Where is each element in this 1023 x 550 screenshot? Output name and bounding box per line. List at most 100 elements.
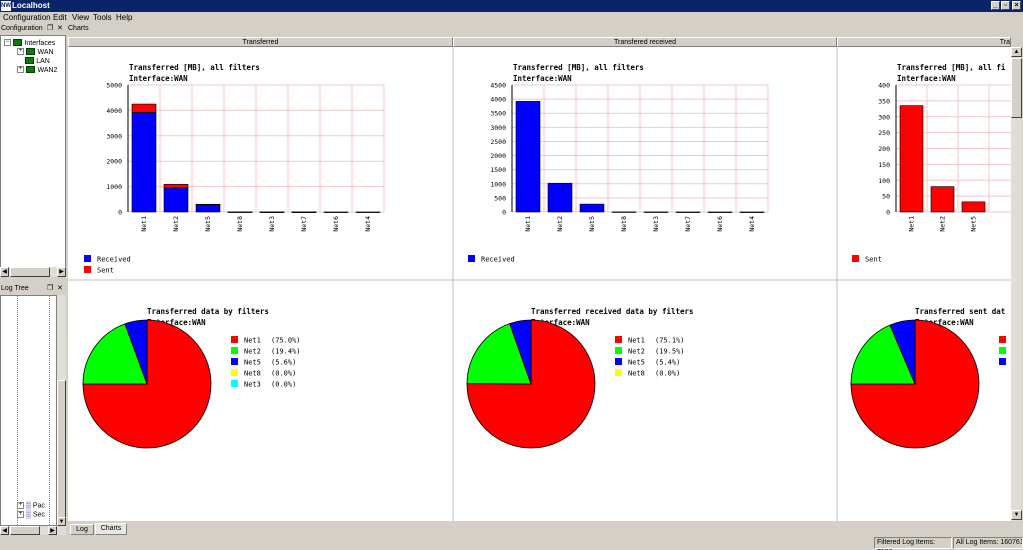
column-header-received[interactable]: Transfered received: [453, 37, 837, 47]
scroll-right-icon[interactable]: ▶: [57, 267, 66, 277]
app-icon: NW: [1, 1, 11, 11]
filter-icon: ▒: [25, 511, 31, 519]
tree-node-label: Pac: [32, 502, 45, 510]
chart-title: Transferred sent dat: [915, 307, 1005, 316]
pie-chart-2: Transferred received data by filters Inte…: [466, 307, 694, 449]
minimize-button[interactable]: _: [991, 1, 1000, 10]
x-tick-label: Net5: [970, 216, 978, 232]
y-tick-label: 4000: [490, 96, 506, 104]
scroll-thumb[interactable]: [57, 380, 66, 520]
menu-configuration[interactable]: Configuration: [3, 13, 51, 22]
pie-slice: [509, 319, 532, 385]
legend-swatch: [231, 369, 238, 376]
close-panel-icon[interactable]: ✕: [57, 285, 63, 292]
collapse-icon[interactable]: −: [4, 39, 11, 47]
legend-label: Net2: [628, 348, 645, 356]
expand-icon[interactable]: +: [17, 66, 24, 74]
configuration-hscrollbar[interactable]: ◀ ▶: [0, 267, 66, 277]
logtree-vscrollbar[interactable]: ▼: [57, 295, 66, 526]
bar: [547, 182, 573, 213]
menu-view[interactable]: View: [72, 13, 90, 22]
status-filtered: Filtered Log Items: 7128: [874, 537, 952, 550]
tree-node-label: LAN: [36, 58, 50, 65]
y-tick-label: 3000: [490, 124, 506, 132]
charts-panel: Charts Transferred Transfered received T…: [67, 24, 1023, 522]
tree-guide-line: [17, 296, 18, 525]
y-tick-label: 300: [878, 113, 890, 121]
x-tick-label: Net1: [524, 216, 532, 232]
scroll-down-icon[interactable]: ▼: [57, 517, 66, 526]
x-tick-label: Net5: [204, 216, 212, 232]
pie-slice: [850, 319, 980, 449]
chart-title: Transferred [MB], all fi: [897, 63, 1006, 72]
pie-chart-1: Transferred data by filters Interface:WAN…: [82, 307, 301, 449]
scroll-left-icon[interactable]: ◀: [0, 526, 9, 535]
column-header-transferred[interactable]: Transferred: [68, 37, 453, 47]
scroll-down-icon[interactable]: ▼: [1011, 510, 1022, 520]
legend-swatch: [615, 347, 622, 354]
logtree-panel-title: Log Tree: [1, 285, 29, 292]
menu-tools[interactable]: Tools: [93, 13, 112, 22]
maximize-button[interactable]: ▫: [1001, 1, 1010, 10]
close-panel-icon[interactable]: ✕: [57, 25, 63, 32]
bar: [707, 211, 733, 213]
pie-slice: [82, 323, 148, 385]
y-tick-label: 1000: [106, 183, 122, 191]
bar: [675, 211, 701, 213]
chart-subtitle: Interface:WAN: [129, 74, 188, 83]
scroll-left-icon[interactable]: ◀: [0, 267, 9, 277]
pie-chart-3: Transferred sent dat Interface:WAN: [850, 307, 1006, 449]
scroll-thumb[interactable]: [1011, 58, 1022, 118]
float-panel-icon[interactable]: ❐: [47, 285, 54, 292]
y-tick-label: 4500: [490, 82, 506, 90]
expand-icon[interactable]: +: [17, 502, 24, 509]
bar: [131, 112, 157, 213]
x-tick-label: Net2: [172, 216, 180, 232]
legend-label: Received: [97, 256, 131, 264]
scroll-thumb[interactable]: [10, 267, 50, 277]
y-tick-label: 2500: [490, 138, 506, 146]
tree-node-label: Sec: [32, 511, 45, 519]
expand-icon[interactable]: +: [17, 511, 24, 518]
bar: [611, 211, 637, 213]
scroll-right-icon[interactable]: ▶: [48, 526, 57, 535]
chart-subtitle: Interface:WAN: [513, 74, 572, 83]
tree-node-interfaces[interactable]: − Interfaces: [4, 38, 55, 47]
charts-vscrollbar[interactable]: ▲ ▼: [1011, 47, 1022, 521]
tab-log[interactable]: Log: [70, 524, 94, 535]
legend-label: Received: [481, 256, 515, 264]
legend-label: Net1: [628, 337, 645, 345]
expand-icon[interactable]: +: [17, 48, 24, 56]
tree-node-wan2[interactable]: + WAN2: [17, 65, 57, 74]
column-header-sent[interactable]: Tra: [837, 37, 1011, 47]
bar: [291, 211, 317, 213]
tree-node-label: WAN2: [37, 67, 58, 74]
interface-icon: [13, 39, 23, 47]
tree-node-wan[interactable]: + WAN: [17, 47, 54, 56]
legend-pct: (5.4%): [655, 359, 680, 367]
menu-edit[interactable]: Edit: [53, 13, 67, 22]
scroll-thumb[interactable]: [10, 526, 40, 535]
bar: [131, 103, 157, 113]
charts-panel-title: Charts: [68, 25, 89, 32]
legend-swatch: [231, 380, 238, 387]
x-tick-label: Net6: [716, 216, 724, 232]
legend-label: Sent: [865, 256, 882, 264]
bar: [355, 211, 381, 213]
bar: [579, 203, 605, 213]
tab-charts[interactable]: Charts: [95, 523, 127, 535]
close-button[interactable]: ×: [1012, 1, 1021, 10]
float-panel-icon[interactable]: ❐: [47, 25, 54, 32]
y-tick-label: 1500: [490, 166, 506, 174]
interface-icon: [26, 66, 36, 74]
scroll-up-icon[interactable]: ▲: [1011, 47, 1022, 57]
tree-node-lan[interactable]: LAN: [25, 56, 50, 65]
x-tick-label: Net2: [556, 216, 564, 232]
y-tick-label: 50: [882, 193, 890, 201]
tree-node-sec[interactable]: + ▒ Sec: [17, 511, 45, 518]
logtree-hscrollbar[interactable]: ◀ ▶: [0, 526, 66, 535]
menu-help[interactable]: Help: [116, 13, 133, 22]
bar: [899, 105, 924, 213]
logtree-panel-header: Log Tree ❐ ✕: [0, 284, 66, 294]
tree-node-pac[interactable]: + ▒ Pac: [17, 502, 45, 509]
